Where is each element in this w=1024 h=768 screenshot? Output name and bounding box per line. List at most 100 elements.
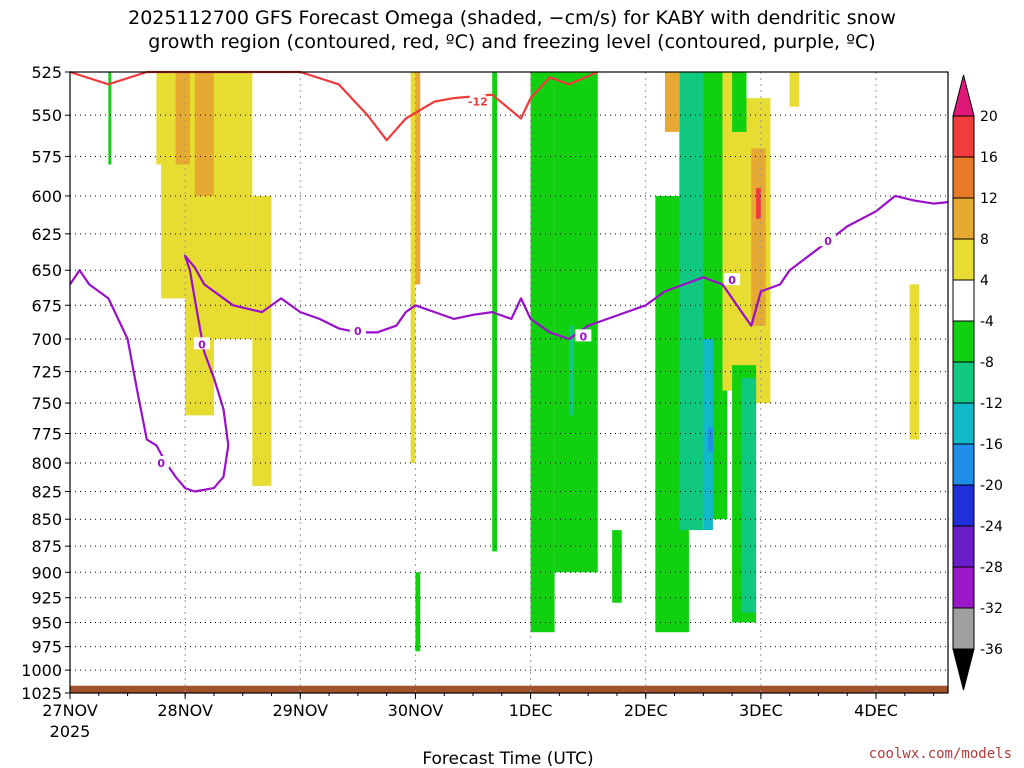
y-tick-label: 525 xyxy=(31,63,62,82)
colorbar-bin xyxy=(952,279,975,322)
colorbar-label: 20 xyxy=(980,109,998,125)
x-tick-label: 3DEC xyxy=(739,701,783,720)
y-tick-label: 875 xyxy=(31,537,62,556)
colorbar-bin xyxy=(952,197,975,240)
x-tick-label: 27NOV xyxy=(42,701,98,720)
contour-label-mask xyxy=(469,94,486,107)
colorbar-bin xyxy=(952,443,975,486)
colorbar-label: -20 xyxy=(980,478,1003,494)
y-tick-label: 900 xyxy=(31,563,62,582)
omega-shaded-region xyxy=(252,195,272,486)
contour-freezing-line xyxy=(69,194,949,493)
omega-shaded-region xyxy=(415,72,421,285)
colorbar-bin xyxy=(952,607,975,650)
contour-label-mask xyxy=(820,234,837,247)
y-tick-label: 725 xyxy=(31,363,62,382)
omega-shaded-region xyxy=(410,72,416,463)
omega-shaded-region xyxy=(492,72,498,552)
colorbar: -36 -32 -28 -24 -20 -16 -12 -8 -4 4 8 12 16 20 xyxy=(952,74,1003,691)
contour-label-mask xyxy=(724,273,741,286)
colorbar-label: -12 xyxy=(980,396,1003,412)
x-tick-label: 30NOV xyxy=(388,701,444,720)
colorbar-bin xyxy=(952,402,975,445)
omega-shaded-region xyxy=(751,148,766,326)
omega-shaded-region xyxy=(612,530,622,603)
omega-shaded-region xyxy=(679,72,704,531)
y-tick-label: 800 xyxy=(31,454,62,473)
omega-shaded-region xyxy=(909,284,920,440)
omega-shaded-region xyxy=(108,72,112,165)
y-axis: 525 550 575 600 625 650 675 700 725 750 775 800 825 8… xyxy=(21,63,70,703)
y-tick-label: 975 xyxy=(31,638,62,657)
colorbar-bin xyxy=(952,320,975,363)
colorbar-bin xyxy=(952,525,975,568)
contour-label: 0 xyxy=(824,235,832,248)
contour-label-mask xyxy=(153,455,170,468)
colorbar-label: -32 xyxy=(980,601,1003,617)
colorbar-bin xyxy=(952,484,975,527)
omega-shaded-region xyxy=(175,72,190,165)
y-tick-label: 575 xyxy=(31,147,62,166)
colorbar-bottom-triangle xyxy=(952,648,975,691)
surface-terrain xyxy=(70,685,948,693)
omega-shaded-region xyxy=(194,72,214,196)
colorbar-bin xyxy=(952,566,975,609)
plot-frame xyxy=(69,71,949,694)
colorbar-label: -24 xyxy=(980,519,1003,535)
omega-shaded-region xyxy=(789,72,800,107)
omega-shaded-region xyxy=(756,188,761,219)
x-tick-label: 2DEC xyxy=(624,701,668,720)
omega-shaded-region xyxy=(530,72,555,633)
y-tick-label: 925 xyxy=(31,589,62,608)
omega-shaded-region xyxy=(708,427,713,452)
colorbar-label: 12 xyxy=(980,191,998,207)
y-tick-label: 850 xyxy=(31,510,62,529)
y-tick-label: 550 xyxy=(31,106,62,125)
contour-label-mask xyxy=(193,337,210,350)
contour-label: 0 xyxy=(728,274,736,287)
credit-text: coolwx.com/models xyxy=(869,746,1012,762)
y-tick-label: 700 xyxy=(31,330,62,349)
plot-area: -12 0 0 0 0 0 0 xyxy=(69,70,949,694)
x-tick-label: 4DEC xyxy=(854,701,898,720)
y-tick-label: 1025 xyxy=(21,684,62,703)
y-tick-label: 1000 xyxy=(21,661,62,680)
contour-label: 0 xyxy=(198,338,206,351)
colorbar-bin xyxy=(952,238,975,281)
y-tick-label: 950 xyxy=(31,613,62,632)
y-tick-label: 750 xyxy=(31,394,62,413)
y-tick-label: 650 xyxy=(31,261,62,280)
x-axis-label: Forecast Time (UTC) xyxy=(422,749,593,768)
omega-shaded-region xyxy=(732,72,747,132)
colorbar-bin xyxy=(952,361,975,404)
x-tick-label: 28NOV xyxy=(157,701,213,720)
y-tick-label: 625 xyxy=(31,225,62,244)
y-tick-label: 775 xyxy=(31,424,62,443)
colorbar-label: -4 xyxy=(980,314,994,330)
omega-shaded-region xyxy=(554,72,598,573)
omega-shaded-region xyxy=(703,339,713,531)
contour-label: 0 xyxy=(580,330,588,343)
omega-shaded-region xyxy=(213,72,253,340)
colorbar-label: -8 xyxy=(980,355,994,371)
x-axis: 27NOV 2025 28NOV 29NOV 30NOV 1DEC 2DEC 3DEC 4DEC xyxy=(42,693,935,741)
colorbar-label: -28 xyxy=(980,560,1003,576)
contour-label: 0 xyxy=(354,325,362,338)
contour-label-mask xyxy=(575,329,592,342)
colorbar-label: -36 xyxy=(980,642,1003,658)
y-tick-label: 825 xyxy=(31,483,62,502)
contour-label: -12 xyxy=(468,96,488,109)
colorbar-bin xyxy=(952,115,975,158)
omega-shaded-region xyxy=(568,325,574,416)
colorbar-top-triangle xyxy=(952,74,975,117)
chart-title-line-1: 2025112700 GFS Forecast Omega (shaded, −… xyxy=(128,7,896,29)
contour-label-mask xyxy=(349,324,366,337)
x-tick-label: 1DEC xyxy=(509,701,553,720)
colorbar-label: -16 xyxy=(980,437,1003,453)
y-tick-label: 675 xyxy=(31,296,62,315)
y-tick-label: 600 xyxy=(31,187,62,206)
omega-shaded-region xyxy=(664,72,680,132)
colorbar-label: 8 xyxy=(980,232,989,248)
contour-label: 0 xyxy=(157,457,165,470)
